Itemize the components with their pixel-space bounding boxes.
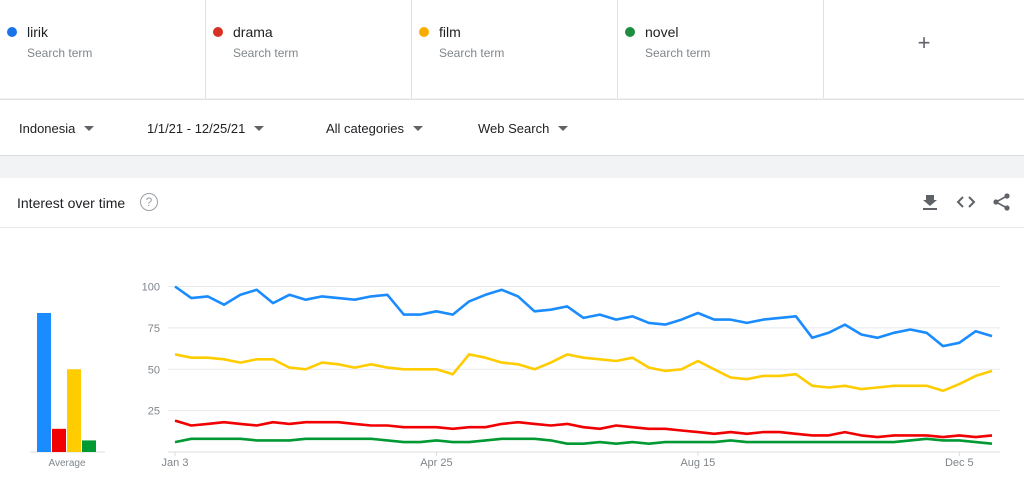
add-comparison[interactable]: + bbox=[824, 0, 1024, 98]
download-icon[interactable] bbox=[920, 192, 940, 212]
region-dropdown[interactable]: Indonesia bbox=[19, 100, 95, 156]
chart-labels: 25 50 75 100 Jan 3 Apr 25 Aug 15 Dec 5 Average bbox=[48, 282, 973, 470]
caret-down-icon bbox=[558, 126, 569, 131]
term-name: lirik bbox=[27, 24, 48, 40]
series-line-novel[interactable] bbox=[174, 437, 993, 445]
search-term-lirik[interactable]: lirik Search term bbox=[0, 0, 206, 98]
search-type-value: Web Search bbox=[478, 120, 550, 136]
filters-bar: Indonesia 1/1/21 - 12/25/21 All categori… bbox=[0, 99, 1024, 156]
x-tick-label: Aug 15 bbox=[680, 457, 715, 469]
term-color-dot bbox=[7, 27, 17, 37]
interest-over-time-card: Interest over time ? 25 50 75 100 Jan 3 Apr 2… bbox=[0, 178, 1024, 486]
term-type: Search term bbox=[233, 46, 299, 60]
term-type: Search term bbox=[439, 46, 505, 60]
average-bar-drama bbox=[52, 428, 66, 452]
search-term-novel[interactable]: novel Search term bbox=[618, 0, 824, 98]
average-bar-novel bbox=[82, 440, 96, 452]
term-type: Search term bbox=[27, 46, 93, 60]
card-title: Interest over time bbox=[17, 195, 126, 211]
card-header: Interest over time ? bbox=[0, 178, 1024, 228]
y-tick-label: 100 bbox=[142, 282, 160, 294]
x-tick-label: Dec 5 bbox=[945, 457, 974, 469]
chart-lines bbox=[174, 285, 993, 445]
search-term-drama[interactable]: drama Search term bbox=[206, 0, 412, 98]
date-range-value: 1/1/21 - 12/25/21 bbox=[147, 120, 246, 136]
chart-grid bbox=[168, 286, 1000, 456]
caret-down-icon bbox=[413, 126, 424, 131]
category-value: All categories bbox=[326, 120, 405, 136]
category-dropdown[interactable]: All categories bbox=[326, 100, 424, 156]
term-name: drama bbox=[233, 24, 273, 40]
term-name: film bbox=[439, 24, 461, 40]
embed-icon[interactable] bbox=[956, 192, 976, 212]
caret-down-icon bbox=[254, 126, 265, 131]
x-tick-label: Apr 25 bbox=[420, 457, 452, 469]
search-terms-bar: lirik Search term drama Search term film… bbox=[0, 0, 1024, 98]
term-color-dot bbox=[419, 27, 429, 37]
share-icon[interactable] bbox=[992, 192, 1012, 212]
term-name: novel bbox=[645, 24, 679, 40]
interest-chart: 25 50 75 100 Jan 3 Apr 25 Aug 15 Dec 5 Average bbox=[30, 282, 1000, 470]
series-line-drama[interactable] bbox=[174, 419, 993, 439]
average-bars bbox=[30, 312, 105, 453]
search-type-dropdown[interactable]: Web Search bbox=[478, 100, 569, 156]
y-tick-label: 25 bbox=[148, 406, 160, 418]
caret-down-icon bbox=[84, 126, 95, 131]
y-tick-label: 50 bbox=[148, 364, 160, 376]
region-value: Indonesia bbox=[19, 120, 76, 136]
term-color-dot bbox=[213, 27, 223, 37]
y-tick-label: 75 bbox=[148, 323, 160, 335]
average-bar-film bbox=[67, 369, 81, 452]
help-icon[interactable]: ? bbox=[140, 193, 158, 211]
search-term-film[interactable]: film Search term bbox=[412, 0, 618, 98]
series-line-lirik[interactable] bbox=[174, 285, 993, 348]
average-bar-lirik bbox=[37, 312, 51, 452]
series-line-film[interactable] bbox=[174, 353, 993, 393]
average-label: Average bbox=[48, 458, 86, 469]
plus-icon[interactable]: + bbox=[917, 30, 931, 55]
term-type: Search term bbox=[645, 46, 711, 60]
x-tick-label: Jan 3 bbox=[162, 457, 189, 469]
term-color-dot bbox=[625, 27, 635, 37]
date-range-dropdown[interactable]: 1/1/21 - 12/25/21 bbox=[147, 100, 265, 156]
